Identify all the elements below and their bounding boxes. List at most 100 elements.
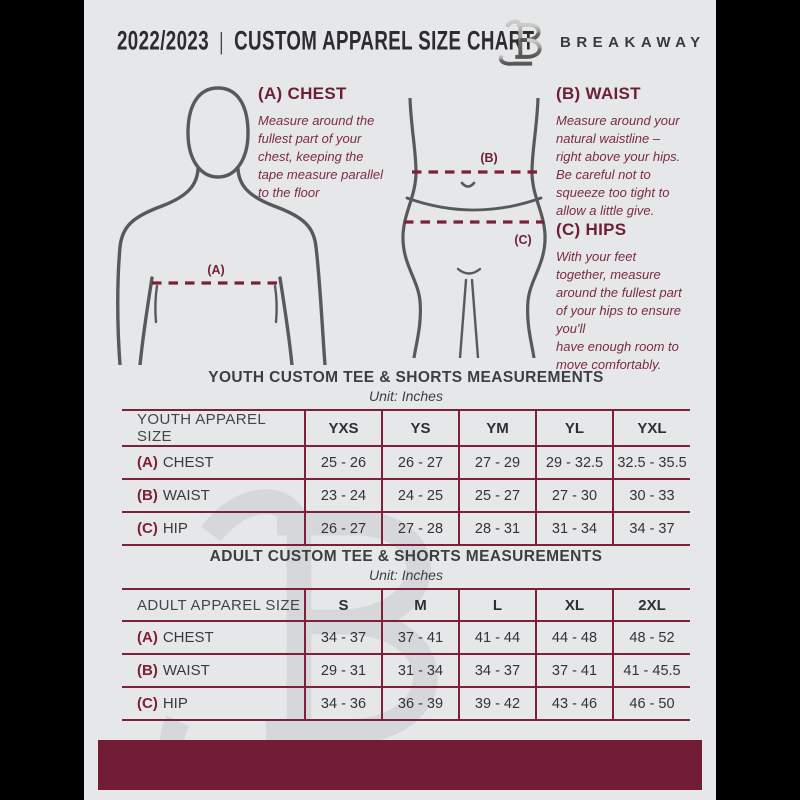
adult-table-title: ADULT CUSTOM TEE & SHORTS MEASUREMENTS <box>209 548 603 565</box>
hips-guide-title: HIPS <box>585 220 627 239</box>
waist-guide-title: WAIST <box>585 84 641 103</box>
cell: 30 - 33 <box>612 479 690 513</box>
adult-size-table: ADULT APPAREL SIZE S M L XL 2XL (A) CHEST… <box>122 588 690 721</box>
size-column-m: M <box>381 588 459 622</box>
cell: 46 - 50 <box>612 687 690 721</box>
left-torso-edge <box>401 96 422 360</box>
document-title: 2022/2023 | CUSTOM APPAREL SIZE CHART <box>117 26 652 57</box>
waistband-curve <box>405 196 543 212</box>
hips-guide-section: (C) HIPS With your feet together, measur… <box>556 220 716 374</box>
brand-name: BREAKAWAY <box>560 34 706 51</box>
season-label: 2022/2023 <box>117 26 210 57</box>
cell: 34 - 37 <box>612 512 690 546</box>
table-row-waist: (B) WAIST 29 - 31 31 - 34 34 - 37 37 - 41… <box>122 654 690 688</box>
cell: 34 - 37 <box>304 621 382 655</box>
size-column-ys: YS <box>381 409 459 447</box>
chest-guide-title: CHEST <box>287 84 347 103</box>
size-column-2xl: 2XL <box>612 588 690 622</box>
adult-size-header-label: ADULT APPAREL SIZE <box>122 588 305 622</box>
cell: 25 - 27 <box>458 479 536 513</box>
cell: 24 - 25 <box>381 479 459 513</box>
chest-guide-section: (A) CHEST Measure around the fullest par… <box>258 84 434 202</box>
cell: 31 - 34 <box>381 654 459 688</box>
crotch-curve <box>456 267 482 275</box>
page-title: CUSTOM APPAREL SIZE CHART <box>234 26 535 57</box>
footer-accent-bar <box>98 740 702 790</box>
cell: 41 - 44 <box>458 621 536 655</box>
hips-guide-description: With your feet together, measure around … <box>556 249 682 372</box>
row-key: (C) <box>137 520 158 537</box>
size-chart-page: 2022/2023 | CUSTOM APPAREL SIZE CHART <box>84 0 716 800</box>
size-column-ym: YM <box>458 409 536 447</box>
chest-line-label: (A) <box>207 263 224 277</box>
cell: 43 - 46 <box>535 687 613 721</box>
hip-line-label: (C) <box>514 233 531 247</box>
cell: 27 - 30 <box>535 479 613 513</box>
row-label: CHEST <box>162 454 214 471</box>
left-shoulder-arm <box>116 167 200 367</box>
hips-guide-key: (C) <box>556 220 581 239</box>
size-column-yxs: YXS <box>304 409 382 447</box>
left-inner-leg <box>458 278 468 360</box>
right-torso-edge <box>526 96 547 360</box>
youth-size-header-label: YOUTH APPAREL SIZE <box>122 409 305 447</box>
row-key: (A) <box>137 454 158 471</box>
row-label: HIP <box>162 520 188 537</box>
right-armpit <box>273 284 278 324</box>
left-inner-arm <box>138 276 154 367</box>
lower-body-illustration: (B) (C) <box>392 96 556 363</box>
cell: 48 - 52 <box>612 621 690 655</box>
right-inner-arm <box>278 276 294 367</box>
size-column-yl: YL <box>535 409 613 447</box>
waist-guide-description: Measure around your natural waistline – … <box>556 113 681 218</box>
cell: 29 - 31 <box>304 654 382 688</box>
size-column-l: L <box>458 588 536 622</box>
table-row-chest: (A) CHEST 25 - 26 26 - 27 27 - 29 29 - 32… <box>122 446 690 480</box>
cell: 37 - 41 <box>535 654 613 688</box>
table-row-chest: (A) CHEST 34 - 37 37 - 41 41 - 44 44 - 48… <box>122 621 690 655</box>
row-label: HIP <box>162 695 188 712</box>
size-column-xl: XL <box>535 588 613 622</box>
row-key: (B) <box>137 487 158 504</box>
cell: 28 - 31 <box>458 512 536 546</box>
row-key: (B) <box>137 662 158 679</box>
table-row-waist: (B) WAIST 23 - 24 24 - 25 25 - 27 27 - 30… <box>122 479 690 513</box>
cell: 37 - 41 <box>381 621 459 655</box>
cell: 31 - 34 <box>535 512 613 546</box>
adult-table-unit: Unit: Inches <box>369 567 443 583</box>
table-row-hip: (C) HIP 34 - 36 36 - 39 39 - 42 43 - 46 4… <box>122 687 690 721</box>
youth-size-table: YOUTH APPAREL SIZE YXS YS YM YL YXL (A) C… <box>122 409 690 546</box>
size-column-yxl: YXL <box>612 409 690 447</box>
cell: 44 - 48 <box>535 621 613 655</box>
cell: 26 - 27 <box>381 446 459 480</box>
cell: 29 - 32.5 <box>535 446 613 480</box>
upper-body-illustration: (A) <box>112 75 332 370</box>
left-armpit <box>154 284 159 324</box>
row-label: WAIST <box>162 662 210 679</box>
title-divider: | <box>219 27 224 56</box>
youth-table-title: YOUTH CUSTOM TEE & SHORTS MEASUREMENTS <box>208 369 604 386</box>
cell: 41 - 45.5 <box>612 654 690 688</box>
adult-header-row: ADULT APPAREL SIZE S M L XL 2XL <box>122 588 690 622</box>
chest-guide-description: Measure around the fullest part of your … <box>258 113 384 200</box>
cell: 32.5 - 35.5 <box>612 446 690 480</box>
table-row-hip: (C) HIP 26 - 27 27 - 28 28 - 31 31 - 34 3… <box>122 512 690 546</box>
right-shoulder-arm <box>236 167 327 367</box>
right-inner-leg <box>470 278 480 360</box>
chest-guide-key: (A) <box>258 84 283 103</box>
breakaway-logo-icon <box>495 13 549 72</box>
row-key: (A) <box>137 629 158 646</box>
cell: 39 - 42 <box>458 687 536 721</box>
cell: 34 - 37 <box>458 654 536 688</box>
waist-guide-key: (B) <box>556 84 581 103</box>
size-column-s: S <box>304 588 382 622</box>
row-key: (C) <box>137 695 158 712</box>
youth-table-unit: Unit: Inches <box>369 388 443 404</box>
cell: 27 - 29 <box>458 446 536 480</box>
cell: 23 - 24 <box>304 479 382 513</box>
cell: 34 - 36 <box>304 687 382 721</box>
head-outline <box>186 86 250 179</box>
youth-header-row: YOUTH APPAREL SIZE YXS YS YM YL YXL <box>122 409 690 447</box>
cell: 27 - 28 <box>381 512 459 546</box>
navel-mark <box>460 181 476 188</box>
